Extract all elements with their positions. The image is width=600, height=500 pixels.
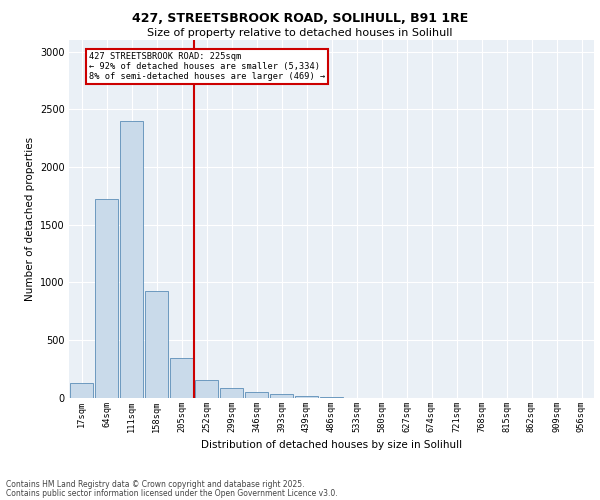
Bar (245, 392, 268, 398)
Text: Size of property relative to detached houses in Solihull: Size of property relative to detached ho… (147, 28, 453, 38)
Text: Contains public sector information licensed under the Open Government Licence v3: Contains public sector information licen… (6, 489, 338, 498)
X-axis label: Distribution of detached houses by size in Solihull: Distribution of detached houses by size … (201, 440, 462, 450)
Bar (70, 382, 94, 398)
Text: 427 STREETSBROOK ROAD: 225sqm
← 92% of detached houses are smaller (5,334)
8% of: 427 STREETSBROOK ROAD: 225sqm ← 92% of d… (89, 52, 325, 82)
Text: Contains HM Land Registry data © Crown copyright and database right 2025.: Contains HM Land Registry data © Crown c… (6, 480, 305, 489)
Bar (269, 394, 293, 398)
Bar (145, 292, 169, 398)
Bar (295, 396, 319, 398)
Bar (220, 388, 244, 398)
Bar (320, 397, 343, 398)
Bar (170, 358, 193, 398)
Bar (194, 380, 218, 398)
Bar (119, 120, 143, 398)
Y-axis label: Number of detached properties: Number of detached properties (25, 136, 35, 301)
Text: 427, STREETSBROOK ROAD, SOLIHULL, B91 1RE: 427, STREETSBROOK ROAD, SOLIHULL, B91 1R… (132, 12, 468, 26)
Bar (95, 199, 118, 398)
